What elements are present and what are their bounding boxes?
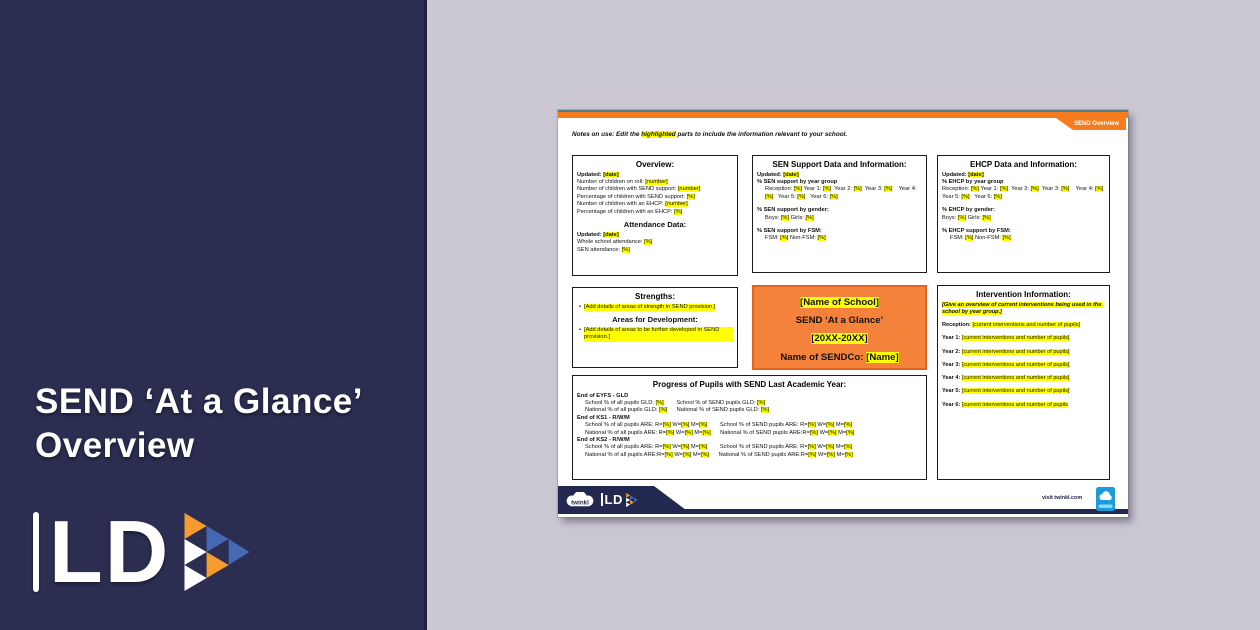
- text-line: Percentage of children with an EHCP: [%]: [577, 208, 683, 215]
- overview-lines: Updated: [date] Number of children on rol…: [577, 171, 733, 216]
- text-line: Year 6: [current interventions and numbe…: [942, 401, 1068, 408]
- text-line: Whole school attendance: [%]: [577, 239, 653, 246]
- intervention-lines: [Give an overview of current interventio…: [942, 301, 1105, 409]
- attendance-title: Attendance Data:: [623, 220, 687, 230]
- sen-support-box: SEN Support Data and Information: Update…: [752, 155, 927, 273]
- preview-area: SEND Overview Notes on use: Edit the hig…: [430, 0, 1260, 630]
- ehcp-title: EHCP Data and Information:: [970, 160, 1077, 169]
- page-title-line2: Overview: [35, 426, 195, 466]
- left-panel: SEND ‘At a Glance’ Overview LD: [0, 0, 427, 630]
- school-name-box: [Name of School] SEND ‘At a Glance’ [20XX-…: [752, 285, 927, 370]
- progress-lines: End of EYFS - GLD School % of all pupils …: [577, 393, 922, 460]
- text-line: Number of children with SEND support: [n…: [577, 186, 701, 193]
- text-line: SEND ‘At a Glance’: [795, 315, 884, 327]
- text-line: Boys: [%] Girls: [%]: [765, 214, 814, 221]
- text-line: National % of all pupils GLD: [%] Nation…: [585, 407, 769, 414]
- text-line: % SEN support by gender:: [757, 207, 829, 214]
- text-line: SEN attendance: [%]: [577, 246, 630, 253]
- development-bullet: [Add details of areas to be further deve…: [577, 326, 733, 342]
- page-title: SEND ‘At a Glance’ Overview: [35, 380, 415, 468]
- document-top-edge: [558, 110, 1128, 112]
- footer-logo-text: LD: [604, 492, 623, 507]
- text-line: National % of all pupils ARE:R=[%] W=[%]…: [585, 451, 853, 458]
- twinkl-app-badge-icon: [1096, 487, 1115, 511]
- progress-box: Progress of Pupils with SEND Last Academ…: [572, 375, 927, 480]
- footer-logo-bar: [601, 493, 603, 506]
- text-line: Percentage of children with SEND support…: [577, 193, 695, 200]
- text-line: Updated: [date]: [757, 171, 799, 178]
- text-line: School % of all pupils ARE: R=[%] W=[%] …: [585, 444, 853, 451]
- text-line: Reception: [%] Year 1: [%] Year 2: [%] Y…: [765, 186, 919, 200]
- footer-strip: [558, 509, 1128, 514]
- twinkl-cloud-icon: twinkl: [566, 491, 594, 506]
- text-line: % EHCP support by FSM:: [942, 228, 1011, 235]
- overview-title: Overview:: [635, 160, 675, 169]
- text-line: FSM: [%] Non-FSM: [%]: [765, 235, 826, 242]
- sen-support-title: SEN Support Data and Information:: [772, 160, 907, 169]
- sen-support-lines: Updated: [date]% SEN support by year gro…: [757, 171, 922, 243]
- text-line: School % of all pupils GLD: [%] School %…: [585, 400, 766, 406]
- strengths-title: Strengths:: [635, 292, 675, 301]
- text-line: Boys: [%] Girls: [%]: [942, 214, 991, 221]
- progress-title: Progress of Pupils with SEND Last Academ…: [652, 380, 847, 389]
- ld-logo: LD: [33, 502, 250, 601]
- development-title: Areas for Development:: [612, 315, 698, 324]
- notes-on-use: Notes on use: Edit the highlighted parts…: [572, 131, 848, 138]
- strengths-box: Strengths: [Add details of areas of stre…: [572, 287, 738, 368]
- text-line: Year 2: [current interventions and numbe…: [942, 348, 1070, 355]
- strengths-bullet: [Add details of areas of strength in SEN…: [577, 303, 733, 311]
- text-line: Reception: [%] Year 1: [%] Year 2: [%] Y…: [942, 186, 1108, 200]
- text-line: % SEN support by FSM:: [757, 228, 822, 235]
- text-line: Reception: [current interventions and nu…: [942, 322, 1081, 329]
- text-line: [20XX-20XX]: [811, 333, 868, 345]
- text-line: School % of all pupils ARE: R=[%] W=[%] …: [585, 422, 853, 429]
- text-line: Number of children with an EHCP: [number…: [577, 201, 688, 208]
- intervention-title: Intervention Information:: [976, 290, 1071, 299]
- text-line: Name of SENDCo: [Name]: [780, 351, 899, 363]
- text-line: Year 1: [current interventions and numbe…: [942, 335, 1070, 342]
- text-line: National % of all pupils ARE: R=[%] W=[%…: [585, 429, 855, 436]
- logo-bar: [33, 512, 39, 592]
- text-line: % EHCP by year group: [942, 179, 1004, 185]
- ehcp-lines: Updated: [date]% EHCP by year group Recep…: [942, 171, 1108, 243]
- logo-text: LD: [49, 502, 171, 601]
- overview-box: Overview: Updated: [date] Number of child…: [572, 155, 738, 276]
- document-preview: SEND Overview Notes on use: Edit the hig…: [558, 110, 1128, 517]
- footer-banner: twinkl LD: [558, 486, 690, 513]
- text-line: Updated: [date]: [942, 171, 984, 178]
- text-line: Year 5: [current interventions and numbe…: [942, 388, 1070, 395]
- school-name-lines: [Name of School] SEND ‘At a Glance’ [20XX-…: [758, 294, 921, 367]
- text-line: [Give an overview of current interventio…: [942, 301, 1104, 315]
- text-line: FSM: [%] Non-FSM: [%]: [950, 235, 1011, 242]
- text-line: End of KS2 - R/W/M: [577, 437, 630, 444]
- text-line: End of EYFS - GLD: [577, 392, 629, 399]
- visit-twinkl-label: visit twinkl.com: [1042, 495, 1083, 501]
- twinkl-wordmark: twinkl: [571, 499, 589, 506]
- intervention-box: Intervention Information: [Give an overv…: [937, 285, 1110, 480]
- page-title-line1: SEND ‘At a Glance’: [35, 382, 363, 421]
- text-line: End of KS1 - R/W/M: [577, 414, 630, 421]
- text-line: Year 4: [current interventions and numbe…: [942, 375, 1070, 382]
- text-line: % EHCP by gender:: [942, 207, 995, 214]
- text-line: % SEN support by year group: [757, 179, 838, 185]
- text-line: [Name of School]: [800, 297, 879, 308]
- text-line: Updated: [date]: [577, 231, 619, 238]
- ehcp-box: EHCP Data and Information: Updated: [dat…: [937, 155, 1110, 273]
- document-header-bar: [558, 112, 1128, 118]
- footer-ld-logo: LD: [601, 492, 638, 507]
- text-line: Updated: [date]: [577, 171, 619, 178]
- text-line: Year 3: [current interventions and numbe…: [942, 361, 1070, 368]
- text-line: Number of children on roll: [number]: [577, 179, 668, 185]
- footer-triangle-mosaic-icon: [626, 492, 638, 507]
- triangle-mosaic-icon: [184, 513, 250, 591]
- attendance-lines: Updated: [date] Whole school attendance: …: [577, 231, 733, 254]
- send-overview-tab: SEND Overview: [1056, 118, 1126, 130]
